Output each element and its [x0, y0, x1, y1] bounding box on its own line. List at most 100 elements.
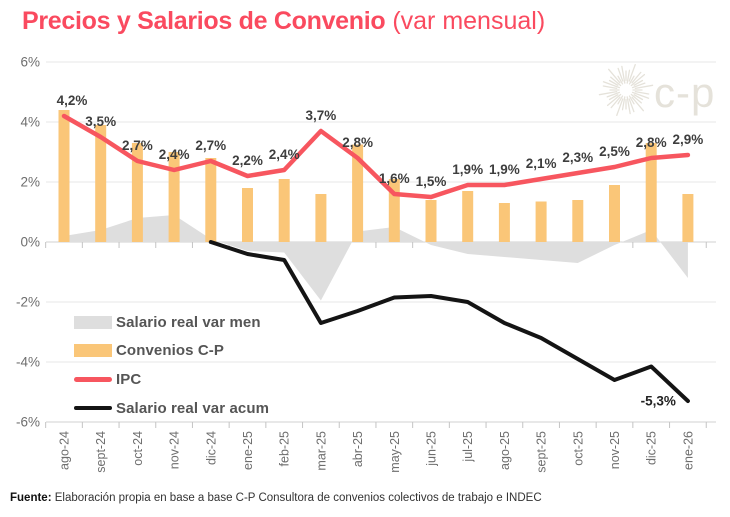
x-axis-label: nov-24	[168, 431, 182, 469]
bar-swatch-icon	[74, 344, 112, 358]
sunburst-ray	[616, 98, 624, 117]
ipc-point-label: 4,2%	[57, 93, 88, 108]
x-axis-label: may-25	[388, 431, 402, 473]
ipc-point-label: 2,4%	[159, 147, 190, 162]
ipc-point-label: 2,8%	[636, 135, 667, 150]
ipc-point-label: 3,7%	[306, 108, 337, 123]
sunburst-ray	[630, 93, 642, 104]
sunburst-ray	[607, 68, 621, 84]
ipc-point-label: 2,4%	[269, 147, 300, 162]
area-salario-real-var-men	[64, 215, 688, 301]
ipc-point-label: 2,1%	[526, 156, 557, 171]
bar-convenios	[205, 158, 217, 242]
sunburst-ray	[617, 95, 624, 105]
ipc-point-label: 2,9%	[673, 132, 704, 147]
bar-convenios	[425, 200, 437, 242]
sunburst-ray	[608, 79, 619, 86]
x-axis-label: dic-25	[645, 431, 659, 465]
source-note: Fuente: Elaboración propia en base a bas…	[10, 492, 542, 504]
bar-convenios	[95, 125, 107, 242]
red-line-swatch-icon	[74, 377, 112, 382]
sunburst-ray	[598, 90, 618, 96]
bar-convenios	[535, 201, 547, 242]
y-axis-tick-label: -6%	[16, 415, 40, 430]
legend-label: Salario real var men	[116, 313, 261, 331]
sunburst-ray	[631, 82, 646, 89]
source-note-prefix: Fuente:	[10, 492, 52, 504]
sunburst-ray	[617, 75, 624, 85]
line-salario-real-var-acum	[208, 240, 690, 403]
legend-item-salario-real-var-men: Salario real var men	[74, 308, 269, 337]
sunburst-ray	[631, 96, 645, 112]
area-swatch-icon	[74, 315, 112, 329]
legend-item-salario-real-var-acum: Salario real var acum	[74, 394, 269, 423]
ipc-point-label: 1,5%	[416, 174, 447, 189]
sunburst-ray	[634, 84, 654, 90]
bar-convenios	[131, 143, 143, 242]
x-axis-label: ene-26	[681, 431, 695, 470]
sunburst-ray	[633, 94, 644, 101]
ipc-point-label: 2,7%	[122, 138, 153, 153]
bar-convenios	[462, 191, 474, 242]
y-axis-tick-label: 6%	[20, 55, 40, 70]
bar-convenios	[498, 203, 510, 242]
y-axis-tick-label: 2%	[20, 175, 40, 190]
bar-convenios	[682, 194, 694, 242]
sunburst-ray	[628, 75, 635, 85]
sunburst-ray	[633, 79, 644, 86]
x-axis-label: jul-25	[461, 431, 475, 463]
sunburst-ray	[608, 94, 619, 101]
sunburst-icon: c-p	[598, 63, 715, 117]
bar-convenios	[278, 179, 290, 242]
sunburst-ray	[617, 67, 624, 82]
ipc-point-label: 2,3%	[562, 150, 593, 165]
sunburst-ray	[630, 73, 646, 87]
bar-convenios	[58, 110, 70, 242]
black-line-swatch-icon	[74, 405, 112, 411]
x-axis-label: nov-25	[608, 431, 622, 469]
chart-title-subtitle: (var mensual)	[385, 7, 546, 35]
ipc-point-label: 3,5%	[85, 114, 116, 129]
x-axis-label: mar-25	[314, 431, 328, 471]
ipc-point-label: 2,7%	[195, 138, 226, 153]
x-axis-label: abr-25	[351, 431, 365, 467]
bar-convenios	[168, 152, 180, 242]
y-axis-tick-label: -2%	[16, 295, 40, 310]
sunburst-ray	[602, 85, 618, 90]
sunburst-ray	[631, 71, 642, 84]
chart-legend: Salario real var men Convenios C-P IPC S…	[74, 308, 269, 422]
sunburst-ray	[602, 81, 621, 89]
legend-label: Convenios C-P	[116, 342, 224, 360]
ipc-point-label: 1,9%	[452, 162, 483, 177]
y-axis-tick-label: 4%	[20, 115, 40, 130]
y-axis-tick-label: -4%	[16, 355, 40, 370]
x-axis-label: oct-25	[571, 431, 585, 466]
bar-convenios	[315, 194, 327, 242]
sunburst-ray	[626, 69, 631, 84]
sunburst-ray	[628, 95, 635, 105]
bar-convenios	[388, 179, 400, 242]
sunburst-ray	[634, 90, 650, 95]
x-axis-label: ago-24	[58, 431, 72, 470]
sunburst-ray	[628, 63, 636, 82]
ipc-point-label: 2,8%	[342, 135, 373, 150]
x-axis-label: jun-25	[425, 431, 439, 467]
sunburst-ray	[606, 91, 621, 98]
x-axis-label: dic-24	[204, 431, 218, 465]
sunburst-ray	[606, 93, 622, 107]
chart-title: Precios y Salarios de Convenio (var mens…	[22, 7, 545, 36]
ipc-point-label: 1,6%	[379, 171, 410, 186]
watermark-label: c-p	[654, 69, 715, 116]
legend-item-ipc: IPC	[74, 365, 269, 394]
sunburst-ray	[621, 65, 626, 84]
chart-title-main: Precios y Salarios de Convenio	[22, 7, 386, 35]
legend-label: Salario real var acum	[116, 399, 270, 417]
x-axis-label: sept-25	[535, 431, 549, 473]
legend-label: IPC	[116, 370, 142, 388]
acum-end-label: -5,3%	[641, 394, 676, 409]
bar-convenios	[609, 185, 620, 242]
x-axis-label: feb-25	[278, 431, 292, 466]
x-axis-label: ago-25	[498, 431, 512, 470]
